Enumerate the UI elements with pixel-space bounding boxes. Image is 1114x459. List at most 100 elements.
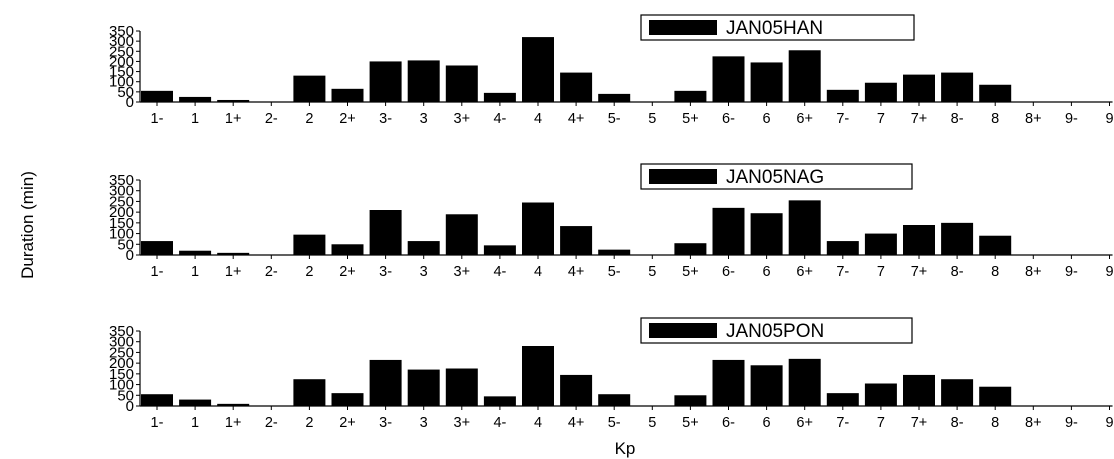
bar-7+ <box>903 74 935 102</box>
bar-1- <box>141 241 173 255</box>
y-tick-label: 350 <box>109 172 134 189</box>
y-tick-label: 200 <box>109 53 134 70</box>
bar-2+ <box>331 244 364 255</box>
bar-1+ <box>217 252 250 255</box>
x-tick-label: 2 <box>305 111 313 127</box>
bar-4+ <box>560 226 593 255</box>
x-tick-label: 1+ <box>225 415 242 431</box>
x-tick-label: 9 <box>1105 111 1113 127</box>
x-tick-label: 7- <box>836 264 849 280</box>
legend-swatch <box>649 169 717 184</box>
x-tick-label: 8- <box>951 264 964 280</box>
y-axis-label: Duration (min) <box>18 171 37 279</box>
bar-8- <box>941 72 974 102</box>
y-tick-label: 350 <box>109 23 134 40</box>
bar-6- <box>712 207 745 255</box>
y-tick-label: 50 <box>117 387 134 404</box>
bar-5- <box>598 93 631 102</box>
y-tick-label: 50 <box>117 84 134 101</box>
y-tick-label: 50 <box>117 236 134 253</box>
x-tick-label: 3+ <box>454 415 471 431</box>
x-tick-label: 9 <box>1105 415 1113 431</box>
x-tick-label: 3 <box>420 415 428 431</box>
x-tick-label: 1 <box>191 264 199 280</box>
bar-3 <box>407 241 440 255</box>
y-tick-label: 250 <box>109 344 134 361</box>
x-tick-label: 7 <box>877 264 885 280</box>
bar-6 <box>750 213 783 255</box>
bar-3+ <box>445 214 478 255</box>
x-tick-label: 8 <box>991 415 999 431</box>
x-tick-label: 1- <box>151 415 164 431</box>
x-tick-label: 7- <box>836 111 849 127</box>
y-tick-label: 150 <box>109 64 134 81</box>
bar-4 <box>522 346 554 406</box>
x-tick-label: 5- <box>608 415 621 431</box>
bar-8 <box>979 235 1012 255</box>
x-tick-label: 8- <box>951 415 964 431</box>
x-tick-label: 5+ <box>682 264 699 280</box>
bar-7 <box>864 82 897 102</box>
x-tick-label: 4- <box>493 111 506 127</box>
y-tick-label: 0 <box>126 94 134 111</box>
x-tick-label: 4+ <box>568 111 585 127</box>
x-tick-label: 1+ <box>225 264 242 280</box>
x-tick-label: 5+ <box>682 111 699 127</box>
x-tick-label: 6- <box>722 264 735 280</box>
bar-3 <box>407 369 440 406</box>
bar-1- <box>141 394 173 406</box>
bar-8 <box>979 386 1012 406</box>
x-tick-label: 9- <box>1065 415 1078 431</box>
y-tick-label: 100 <box>109 377 134 394</box>
legend-label: JAN05HAN <box>726 18 823 39</box>
legend-label: JAN05PON <box>726 321 824 342</box>
y-tick-label: 300 <box>109 334 134 351</box>
bar-4+ <box>560 374 593 406</box>
x-tick-label: 5+ <box>682 415 699 431</box>
x-tick-label: 5 <box>648 111 656 127</box>
x-tick-label: 3+ <box>454 264 471 280</box>
x-tick-label: 5- <box>608 111 621 127</box>
bar-3 <box>407 60 440 102</box>
bar-2+ <box>331 393 364 406</box>
bar-4- <box>483 396 516 406</box>
y-tick-label: 300 <box>109 33 134 50</box>
bar-3+ <box>445 368 478 406</box>
x-tick-label: 1 <box>191 111 199 127</box>
bar-5+ <box>674 90 707 102</box>
bar-4+ <box>560 72 593 102</box>
bar-1 <box>179 96 212 102</box>
bar-1 <box>179 399 212 406</box>
legend-label: JAN05NAG <box>726 167 824 188</box>
x-tick-label: 9 <box>1105 264 1113 280</box>
bar-8 <box>979 84 1012 102</box>
x-tick-label: 8- <box>951 111 964 127</box>
x-tick-label: 2+ <box>339 415 356 431</box>
bar-4- <box>483 245 516 255</box>
bar-6- <box>712 359 745 406</box>
bar-7+ <box>903 374 935 406</box>
bar-3+ <box>445 65 478 102</box>
x-tick-label: 4 <box>534 415 542 431</box>
x-tick-label: 2- <box>265 111 278 127</box>
x-tick-label: 7 <box>877 415 885 431</box>
bar-5- <box>598 394 631 406</box>
x-tick-label: 7+ <box>911 264 928 280</box>
bar-7+ <box>903 225 935 255</box>
bar-7 <box>864 233 897 255</box>
x-axis-label: Kp <box>615 439 636 458</box>
x-tick-label: 8+ <box>1025 415 1042 431</box>
bar-1+ <box>217 403 250 406</box>
bar-1- <box>141 90 173 102</box>
bar-7- <box>826 89 859 102</box>
x-tick-label: 7+ <box>911 415 928 431</box>
bar-1+ <box>217 99 250 102</box>
y-tick-label: 150 <box>109 215 134 232</box>
x-tick-label: 6 <box>763 264 771 280</box>
y-tick-label: 350 <box>109 323 134 340</box>
bar-3- <box>369 359 402 406</box>
y-tick-label: 0 <box>126 398 134 415</box>
